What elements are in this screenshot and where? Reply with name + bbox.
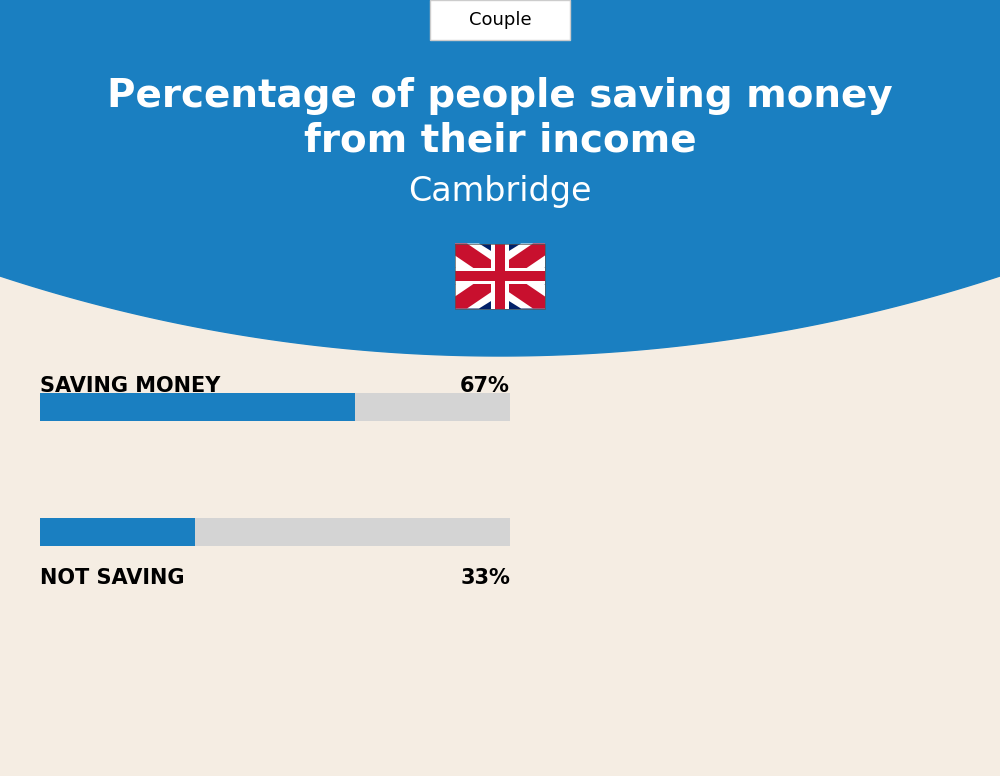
Bar [455, 244, 545, 309]
Polygon shape [455, 244, 545, 309]
Text: from their income: from their income [304, 122, 696, 160]
Bar [491, 244, 509, 309]
Bar [495, 244, 505, 309]
Bar [40, 393, 510, 421]
Text: SAVING MONEY: SAVING MONEY [40, 376, 220, 396]
Bar [455, 244, 545, 309]
Text: 33%: 33% [460, 568, 510, 588]
Bar [455, 244, 545, 309]
Polygon shape [455, 244, 545, 309]
Polygon shape [0, 0, 1000, 356]
Bar [40, 518, 510, 546]
Text: Percentage of people saving money: Percentage of people saving money [107, 77, 893, 115]
Text: 67%: 67% [460, 376, 510, 396]
Bar [455, 268, 545, 284]
Polygon shape [455, 244, 545, 309]
Text: Couple: Couple [469, 11, 531, 29]
Bar [455, 271, 545, 281]
Polygon shape [455, 244, 545, 309]
Bar [40, 393, 355, 421]
FancyBboxPatch shape [430, 0, 570, 40]
Text: Cambridge: Cambridge [408, 175, 592, 207]
Bar [40, 518, 195, 546]
Text: NOT SAVING: NOT SAVING [40, 568, 184, 588]
